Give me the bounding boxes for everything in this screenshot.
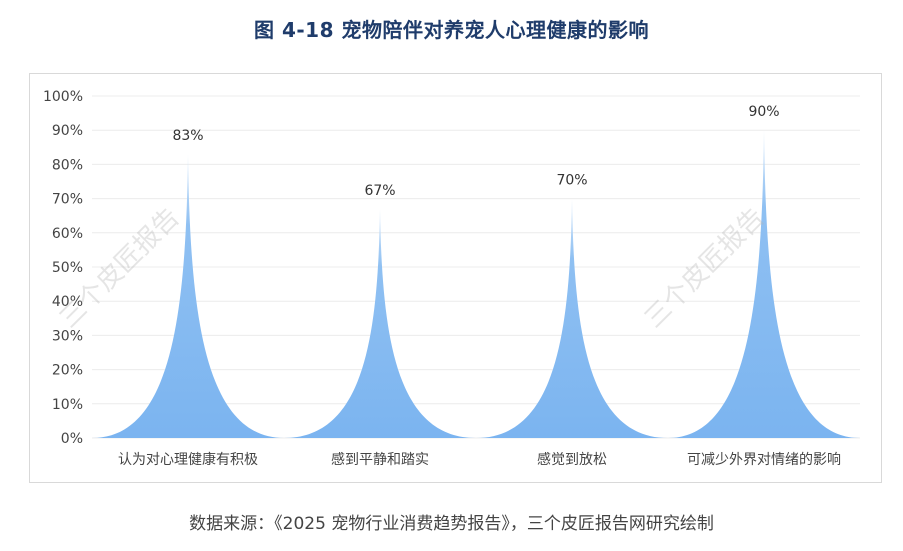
x-axis-ticks: 认为对心理健康有积极 感到平静和踏实 感觉到放松 可减少外界对情绪的影响 (118, 451, 841, 468)
y-tick-label: 60% (52, 226, 83, 242)
y-tick-label: 50% (52, 260, 83, 276)
data-source: 数据来源：《2025 宠物行业消费趋势报告》，三个皮匠报告网研究绘制 (189, 514, 714, 534)
chart-title: 图 4-18 宠物陪伴对养宠人心理健康的影响 (254, 18, 649, 42)
y-tick-label: 90% (52, 123, 83, 139)
x-tick-label: 认为对心理健康有积极 (118, 451, 258, 468)
y-tick-label: 30% (52, 328, 83, 344)
y-tick-label: 10% (52, 397, 83, 413)
y-tick-label: 80% (52, 157, 83, 173)
y-axis-ticks: 0% 10% 20% 30% 40% 50% 60% 70% 80% 90% 100% (43, 89, 83, 447)
y-tick-label: 100% (43, 89, 83, 105)
y-tick-label: 20% (52, 363, 83, 379)
y-tick-label: 70% (52, 192, 83, 208)
x-tick-label: 感觉到放松 (537, 451, 607, 468)
bar (284, 208, 476, 438)
bar (92, 154, 284, 438)
bar (668, 130, 860, 438)
data-label: 67% (364, 183, 395, 199)
y-tick-label: 40% (52, 294, 83, 310)
data-label: 90% (748, 104, 779, 120)
x-tick-label: 感到平静和踏实 (331, 451, 429, 468)
grid-lines (92, 95, 860, 439)
data-labels: 83% 67% 70% 90% (172, 104, 779, 199)
bar (476, 198, 668, 438)
data-label: 70% (556, 173, 587, 189)
x-tick-label: 可减少外界对情绪的影响 (687, 452, 841, 468)
bars (92, 130, 860, 438)
y-tick-label: 0% (61, 431, 83, 447)
data-label: 83% (172, 128, 203, 144)
